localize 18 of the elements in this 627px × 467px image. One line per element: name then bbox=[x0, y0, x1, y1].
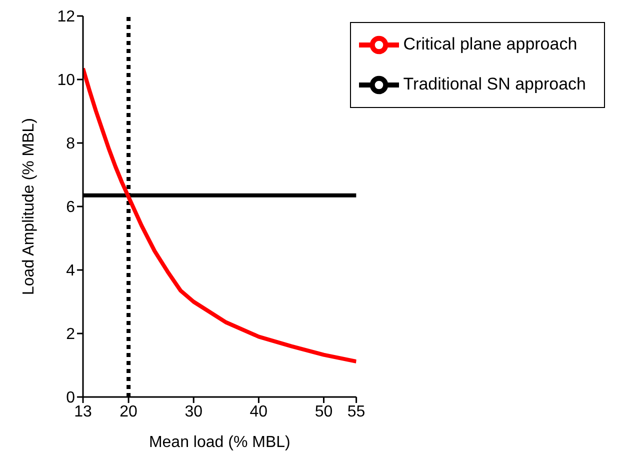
x-tick-label: 20 bbox=[120, 403, 138, 420]
y-axis-title: Load Amplitude (% MBL) bbox=[20, 118, 38, 295]
x-axis-title: Mean load (% MBL) bbox=[148, 434, 290, 451]
x-tick-label: 50 bbox=[314, 403, 333, 420]
y-tick-label: 6 bbox=[66, 199, 76, 216]
line-series bbox=[83, 66, 356, 364]
legend-label: Traditional SN approach bbox=[403, 74, 586, 94]
y-tick-label: 10 bbox=[57, 72, 76, 90]
x-tick-label: 40 bbox=[250, 403, 268, 420]
y-tick-label: 12 bbox=[57, 8, 76, 26]
x-tick-label: 55 bbox=[347, 403, 366, 420]
x-tick-label: 30 bbox=[184, 403, 203, 420]
y-tick-label: 8 bbox=[66, 136, 76, 153]
y-tick-label: 2 bbox=[66, 326, 76, 344]
x-tick-label: 13 bbox=[74, 403, 92, 420]
y-tick-label: 4 bbox=[66, 262, 76, 280]
y-tick-label: 0 bbox=[66, 390, 76, 407]
legend-label: Critical plane approach bbox=[403, 34, 578, 54]
